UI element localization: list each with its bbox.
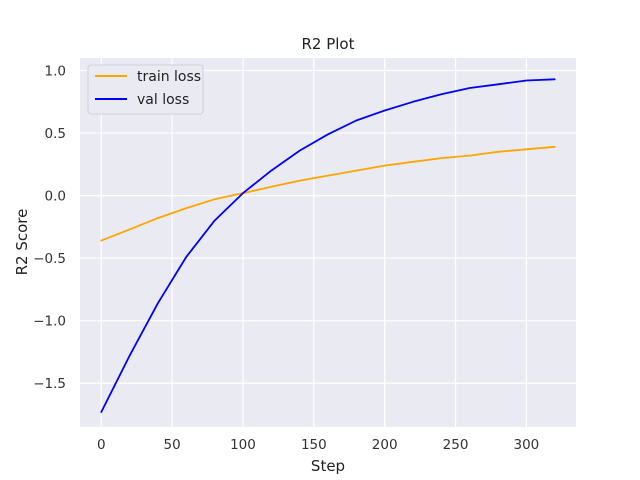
chart-title: R2 Plot: [301, 35, 354, 53]
plot-area: [80, 58, 576, 427]
x-tick-label: 250: [443, 437, 469, 453]
y-tick-label: 0.5: [45, 126, 66, 142]
y-tick-label: 0.0: [45, 189, 66, 205]
series-line-val-loss: [100, 78, 556, 413]
y-tick-labels: −1.5 −1.0 −0.5 0.0 0.5 1.0: [33, 64, 66, 393]
legend-box: [87, 64, 204, 115]
x-tick-label: 150: [301, 437, 327, 453]
x-tick-label: 50: [164, 437, 181, 453]
y-tick-label: −0.5: [33, 251, 66, 267]
x-tick-label: 100: [230, 437, 256, 453]
legend-label-val-loss: val loss: [137, 92, 189, 108]
y-axis-label: R2 Score: [13, 209, 31, 276]
series-line-train-loss: [100, 145, 556, 242]
legend: train loss val loss: [87, 64, 204, 115]
x-tick-label: 300: [514, 437, 540, 453]
y-tick-label: 1.0: [45, 64, 66, 80]
series-lines: [100, 78, 556, 413]
x-tick-label: 0: [97, 437, 106, 453]
legend-label-train-loss: train loss: [137, 69, 201, 85]
x-tick-label: 200: [372, 437, 398, 453]
y-tick-label: −1.5: [33, 376, 66, 392]
x-tick-labels: 0 50 100 150 200 250 300: [97, 437, 539, 453]
grid-lines: [80, 58, 576, 427]
x-axis-label: Step: [311, 457, 345, 475]
y-tick-label: −1.0: [33, 314, 66, 330]
